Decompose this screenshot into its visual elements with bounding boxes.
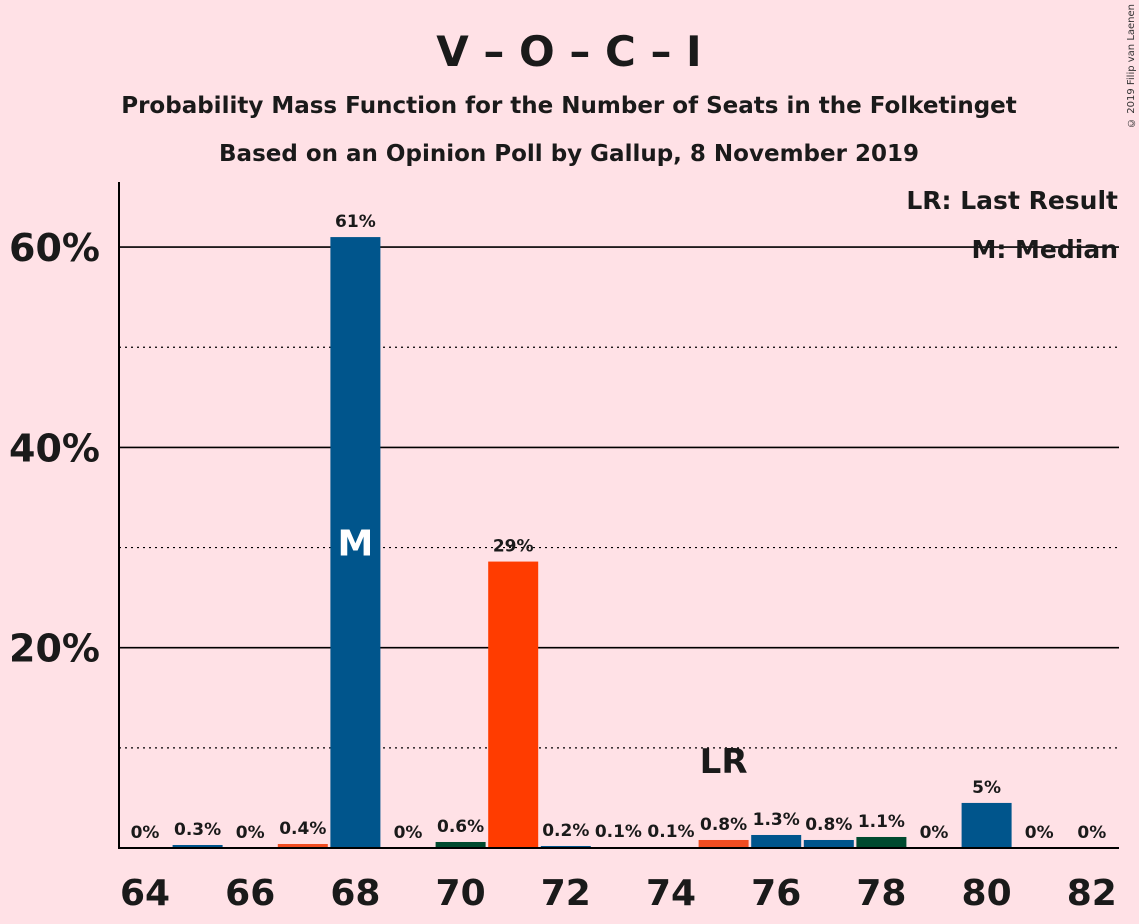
bar-seat-65 <box>172 844 223 848</box>
y-tick-label: 60% <box>9 226 100 270</box>
y-tick-label: 20% <box>9 627 100 671</box>
data-label-seat-69: 0% <box>394 823 423 843</box>
legend-last-result: LR: Last Result <box>906 186 1118 215</box>
copyright-note: © 2019 Filip van Laenen <box>1126 4 1137 128</box>
x-tick-label: 74 <box>646 873 696 914</box>
data-label-seat-70: 0.6% <box>437 817 484 837</box>
data-label-seat-66: 0% <box>236 823 265 843</box>
y-tick-label: 40% <box>9 426 100 470</box>
bar-seat-77 <box>803 839 854 848</box>
bar-seat-75 <box>698 839 749 848</box>
data-label-seat-73: 0.1% <box>595 822 642 842</box>
x-tick-label: 68 <box>330 873 380 914</box>
x-tick-labels: 64 66 68 70 72 74 76 78 80 82 <box>120 873 1117 914</box>
y-tick-labels: 20% 40% 60% <box>9 226 100 671</box>
bars <box>172 237 1012 848</box>
chart-subtitle-1: Probability Mass Function for the Number… <box>121 93 1017 119</box>
chart-title: V – O – C – I <box>436 27 701 76</box>
last-result-marker: LR <box>700 742 748 782</box>
data-label-seat-64: 0% <box>131 823 160 843</box>
data-label-seat-75: 0.8% <box>700 815 747 835</box>
markers: M LR <box>337 524 747 782</box>
x-tick-label: 82 <box>1067 873 1117 914</box>
data-label-seat-79: 0% <box>920 823 949 843</box>
x-tick-label: 66 <box>225 873 275 914</box>
bar-seat-70 <box>435 841 486 848</box>
grid-lines <box>119 246 1119 749</box>
bar-seat-71 <box>488 561 539 848</box>
data-label-seat-67: 0.4% <box>279 819 326 839</box>
legend-median: M: Median <box>971 235 1118 264</box>
data-label-seat-72: 0.2% <box>542 821 589 841</box>
data-labels: 0% 0.3% 0% 0.4% 61% 0% 0.6% 29% 0.2% 0.1% 0.1% 0.8%… <box>131 212 1107 843</box>
data-label-seat-65: 0.3% <box>174 820 221 840</box>
x-tick-label: 64 <box>120 873 170 914</box>
data-label-seat-68: 61% <box>335 212 376 232</box>
data-label-seat-71: 29% <box>493 537 534 557</box>
x-tick-label: 70 <box>436 873 486 914</box>
data-label-seat-77: 0.8% <box>805 815 852 835</box>
chart-subtitle-2: Based on an Opinion Poll by Gallup, 8 No… <box>219 141 919 167</box>
bar-seat-76 <box>751 834 802 848</box>
data-label-seat-82: 0% <box>1077 823 1106 843</box>
data-label-seat-81: 0% <box>1025 823 1054 843</box>
bar-seat-68 <box>330 237 381 848</box>
data-label-seat-74: 0.1% <box>647 822 694 842</box>
median-marker: M <box>337 524 373 565</box>
x-tick-label: 78 <box>856 873 906 914</box>
bar-seat-80 <box>961 802 1012 848</box>
data-label-seat-76: 1.3% <box>753 810 800 830</box>
bar-seat-72 <box>540 845 591 848</box>
data-label-seat-78: 1.1% <box>858 812 905 832</box>
data-label-seat-80: 5% <box>972 778 1001 798</box>
bar-seat-78 <box>856 836 907 848</box>
x-tick-label: 76 <box>751 873 801 914</box>
bar-seat-67 <box>277 843 328 848</box>
x-tick-label: 72 <box>541 873 591 914</box>
x-tick-label: 80 <box>962 873 1012 914</box>
